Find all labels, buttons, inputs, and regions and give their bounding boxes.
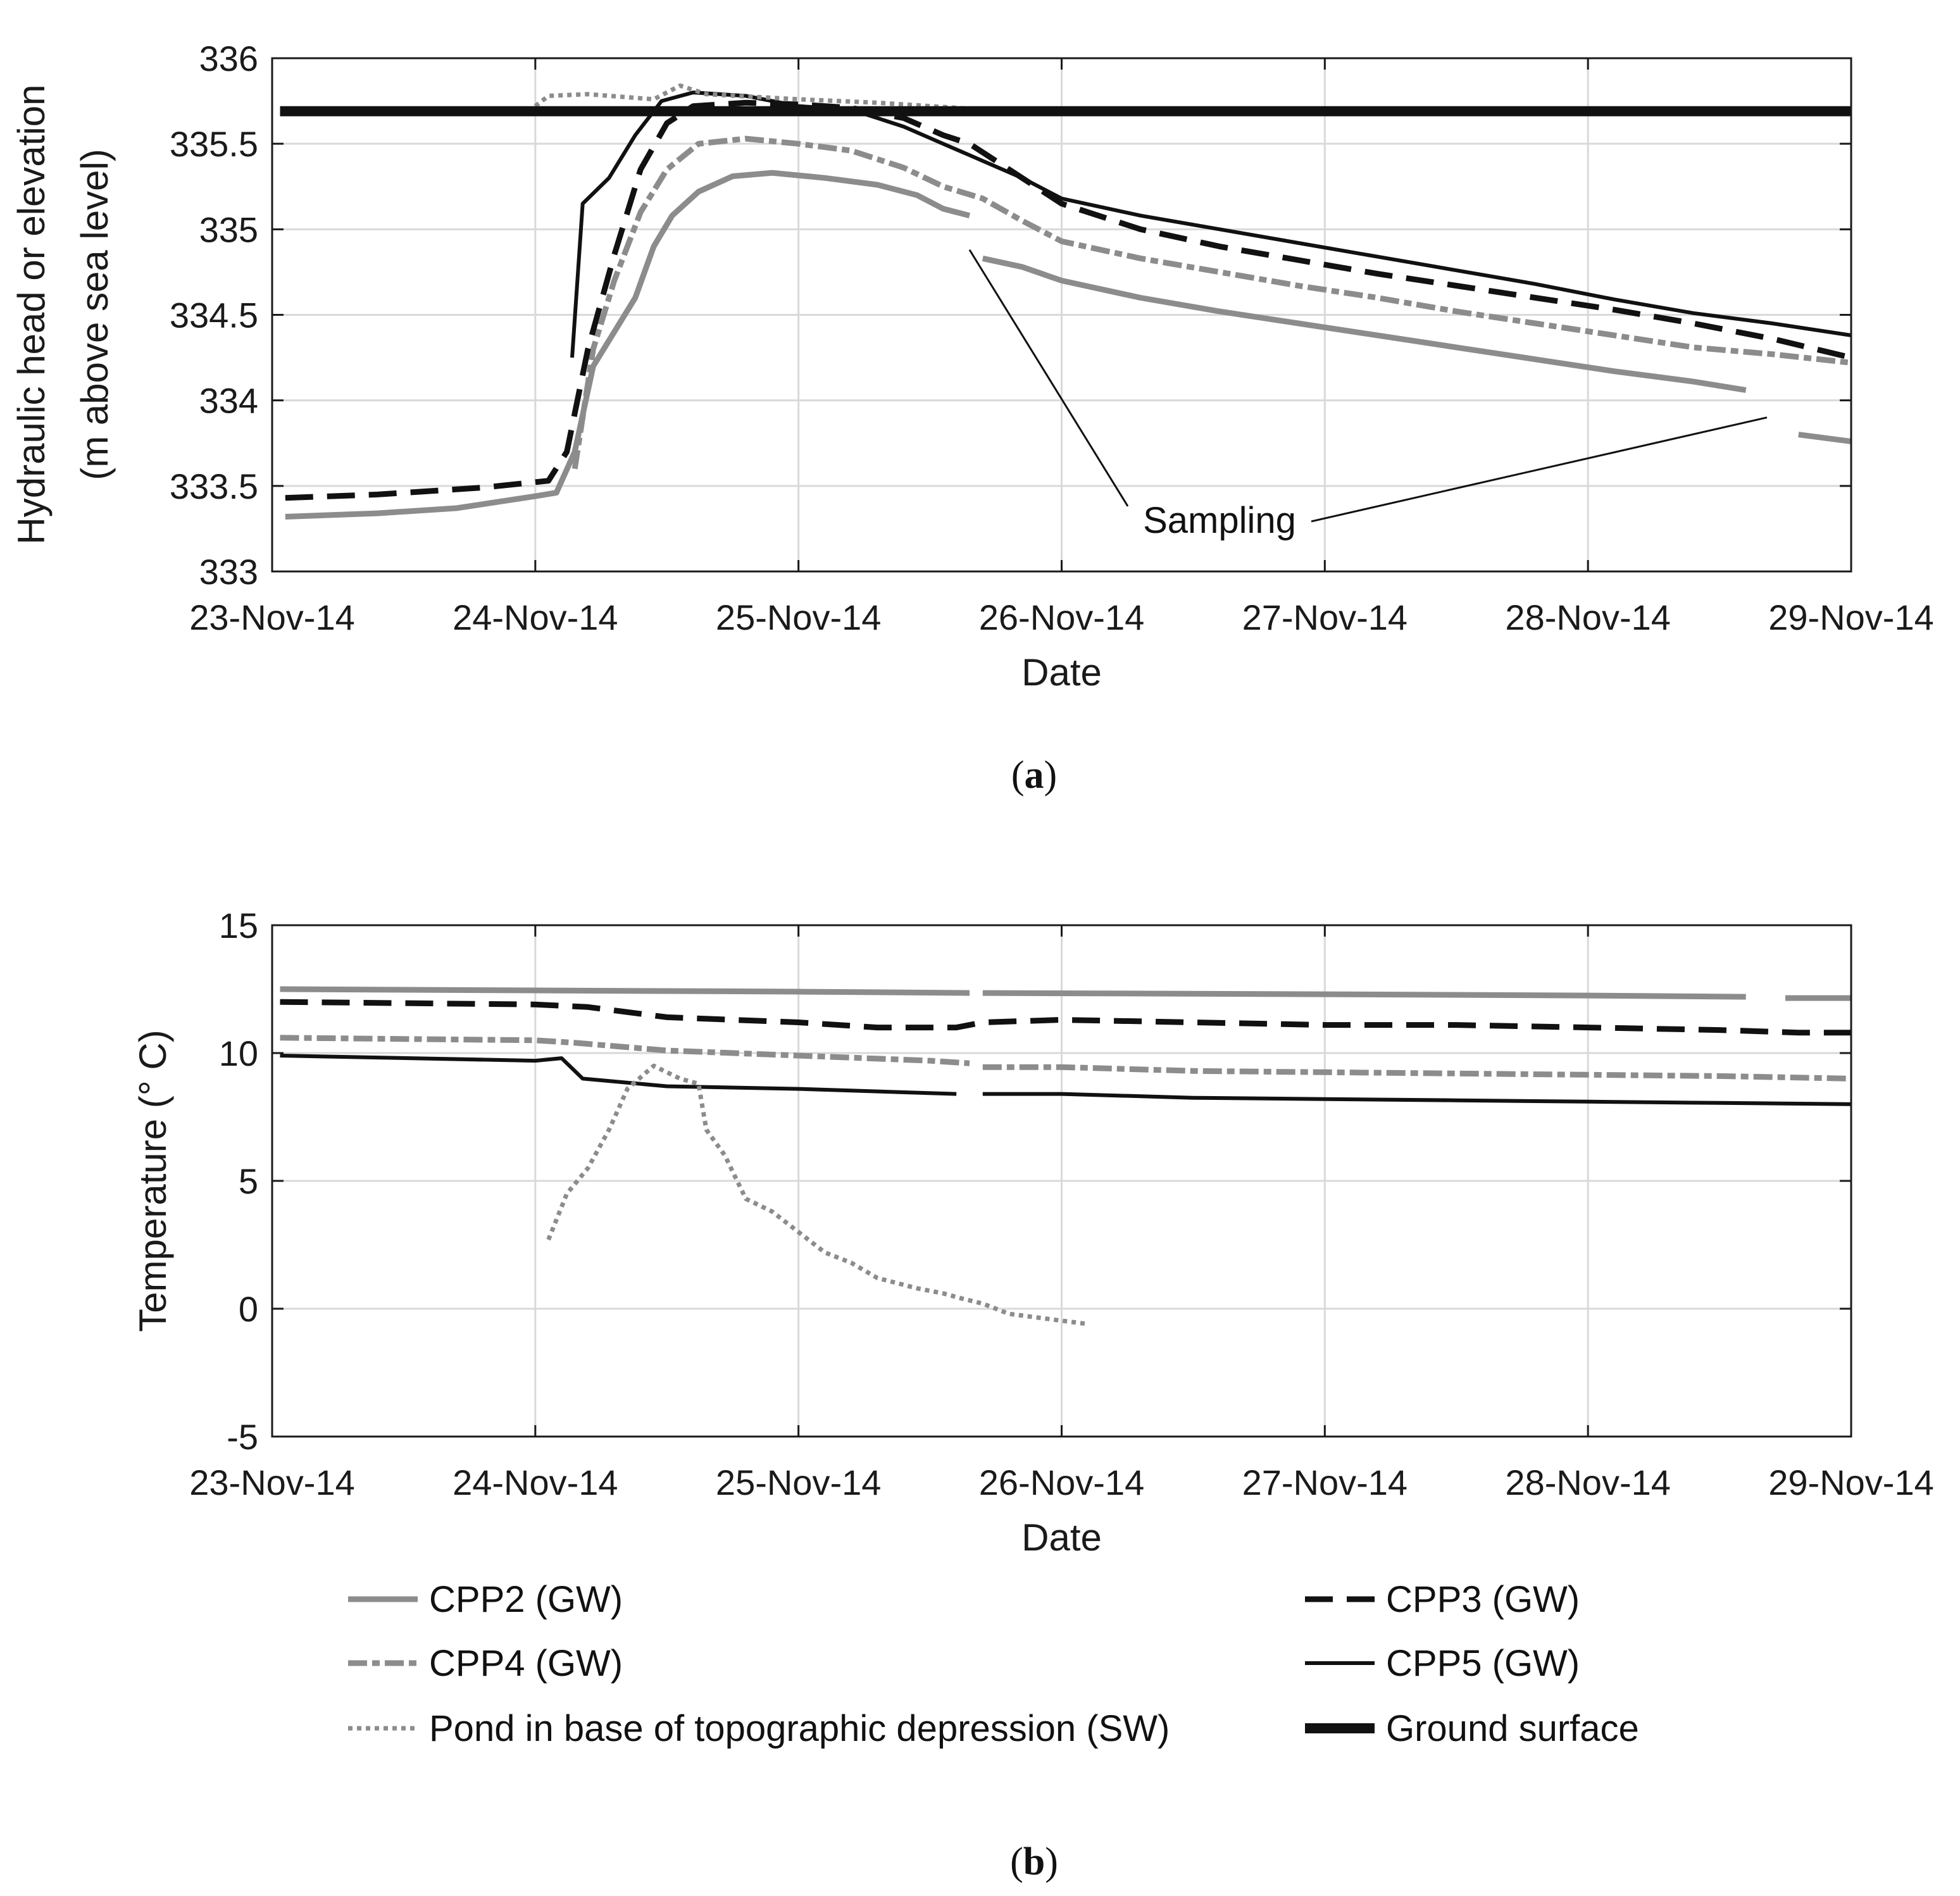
y-tick-label: 333.5	[170, 466, 258, 506]
x-tick-label: 23-Nov-14	[189, 1463, 354, 1502]
y-tick-label: 334	[199, 381, 258, 421]
series-line-cpp4	[982, 1064, 1852, 1082]
series-line-cpp2	[1798, 432, 1852, 444]
x-axis-label: Date	[1021, 1516, 1102, 1559]
y-tick-label: 5	[239, 1161, 258, 1201]
series-line-cpp2	[982, 990, 1746, 1000]
series-line-cpp4	[280, 1035, 970, 1066]
series-pond	[534, 83, 983, 112]
legend-label: CPP4 (GW)	[429, 1643, 623, 1684]
x-tick-label: 25-Nov-14	[716, 597, 881, 637]
y-axis-label: Temperature (° C)	[132, 1030, 174, 1332]
x-axis-label: Date	[1021, 651, 1102, 694]
series-line-cpp2	[285, 170, 971, 520]
series-pond	[546, 1063, 1089, 1326]
series-cpp2	[285, 170, 1852, 520]
chart-panel-b: 23-Nov-14 24-Nov-14 25-Nov-14 26-Nov-14 27-N…	[132, 906, 1934, 1559]
y-tick-label: 15	[219, 906, 258, 945]
series-cpp2	[280, 986, 1851, 1001]
x-tick-label: 27-Nov-14	[1242, 1463, 1408, 1502]
series-line-cpp4	[571, 135, 1852, 470]
y-tick-label: 335.5	[170, 124, 258, 164]
series-cpp4	[280, 1035, 1852, 1082]
legend-label: CPP5 (GW)	[1386, 1643, 1580, 1684]
annotation-pointer	[968, 249, 1129, 507]
sampling-annotation: Sampling	[968, 249, 1768, 541]
legend-item-cpp4: CPP4 (GW)	[348, 1643, 623, 1684]
series-cpp3	[285, 99, 1852, 501]
series-line-pond	[534, 83, 983, 112]
annotation-text: Sampling	[1143, 500, 1296, 541]
series-line-cpp2	[982, 255, 1747, 393]
legend-item-cpp2: CPP2 (GW)	[348, 1579, 623, 1620]
x-tick-label: 27-Nov-14	[1242, 597, 1408, 637]
legend-item-ground: Ground surface	[1305, 1708, 1639, 1749]
panel-label-a: (a)	[1011, 754, 1057, 797]
series-line-cpp5	[280, 1054, 957, 1096]
annotation-pointer	[1311, 416, 1768, 523]
y-tick-label: 333	[199, 552, 258, 592]
y-tick-label: 335	[199, 209, 258, 249]
series-line-cpp3	[285, 99, 1852, 501]
x-tick-label: 24-Nov-14	[453, 597, 618, 637]
y-tick-label: 0	[239, 1289, 258, 1329]
y-tick-label: 334.5	[170, 296, 258, 335]
legend-item-cpp5: CPP5 (GW)	[1305, 1643, 1580, 1684]
series-cpp3	[280, 999, 1851, 1036]
y-tick-label: 10	[219, 1033, 258, 1073]
x-tick-label: 25-Nov-14	[716, 1463, 881, 1502]
y-tick-label: -5	[227, 1417, 258, 1457]
series-line-cpp5	[982, 1092, 1852, 1106]
x-tick-label: 29-Nov-14	[1768, 1463, 1933, 1502]
x-tick-label: 26-Nov-14	[979, 597, 1144, 637]
x-tick-label: 24-Nov-14	[453, 1463, 618, 1502]
legend: CPP2 (GW) CPP3 (GW) CPP4 (GW) CPP5 (GW) Pond…	[348, 1579, 1639, 1749]
series-cpp4	[571, 135, 1852, 470]
series-cpp5	[280, 1054, 1852, 1106]
legend-item-pond: Pond in base of topographic depression (…	[348, 1708, 1170, 1749]
legend-label: CPP3 (GW)	[1386, 1579, 1580, 1620]
legend-label: Ground surface	[1386, 1708, 1639, 1749]
x-tick-label: 26-Nov-14	[979, 1463, 1144, 1502]
y-tick-label: 336	[199, 39, 258, 78]
series-line-cpp2	[280, 986, 970, 996]
series-line-pond	[546, 1063, 1089, 1326]
legend-item-cpp3: CPP3 (GW)	[1305, 1579, 1580, 1620]
y-axis-label: Hydraulic head or elevation	[10, 84, 53, 544]
x-tick-label: 29-Nov-14	[1768, 597, 1933, 637]
chart-panel-a: 23-Nov-14 24-Nov-14 25-Nov-14 26-Nov-14 27-N…	[10, 39, 1934, 694]
series-line-cpp3	[280, 999, 1851, 1036]
panel-label-b: (b)	[1010, 1840, 1058, 1883]
x-tick-label: 28-Nov-14	[1505, 597, 1670, 637]
y-axis-label: (m above sea level)	[73, 149, 116, 480]
x-tick-label: 28-Nov-14	[1505, 1463, 1670, 1502]
legend-label: Pond in base of topographic depression (…	[429, 1708, 1170, 1749]
legend-label: CPP2 (GW)	[429, 1579, 623, 1620]
x-tick-label: 23-Nov-14	[189, 597, 354, 637]
